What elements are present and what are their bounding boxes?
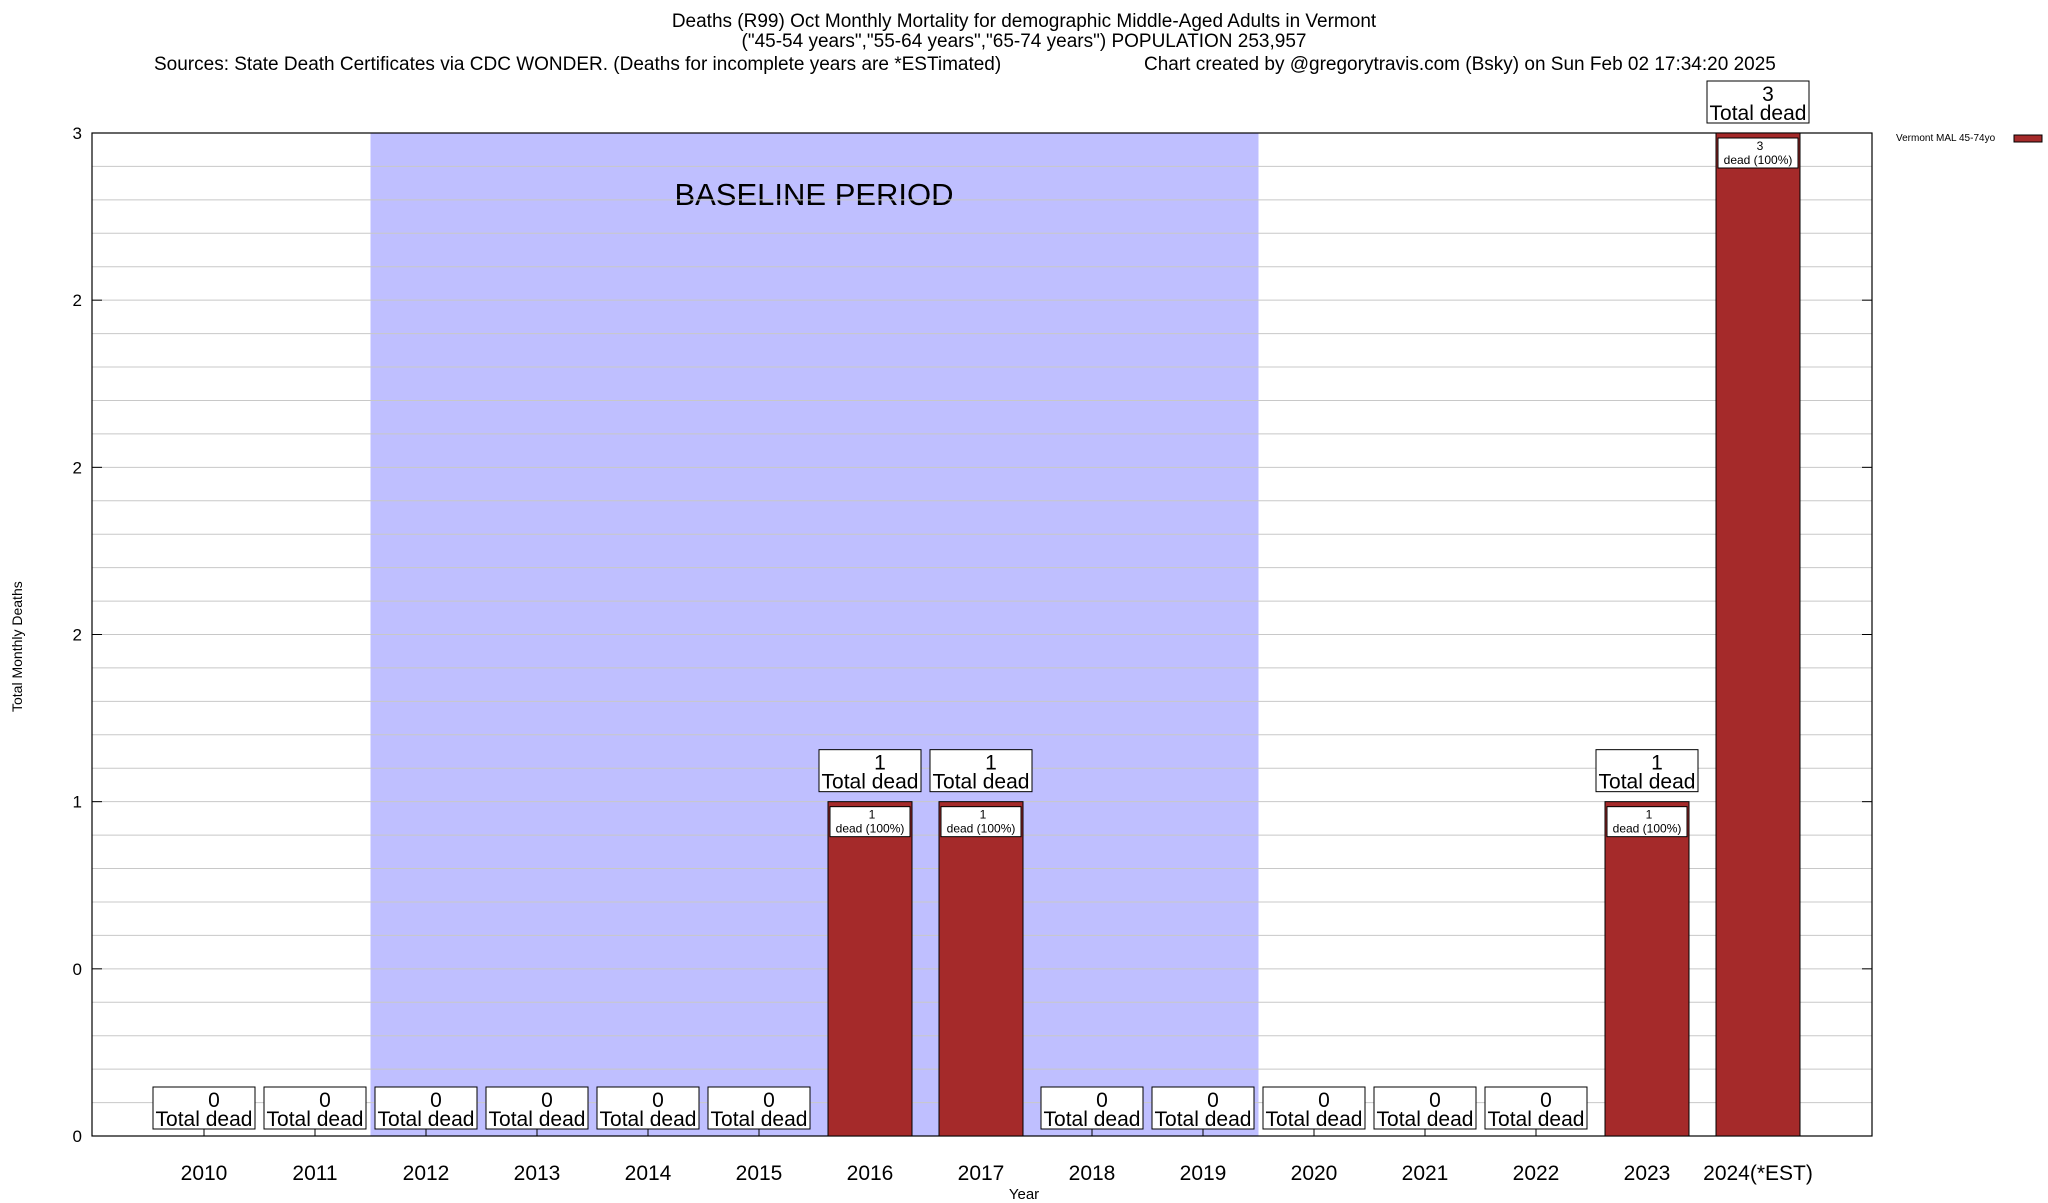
legend-swatch [2013,134,2043,143]
x-tick-label: 2018 [1069,1162,1116,1185]
total-label-count: 0 [1318,1089,1330,1112]
credit-text: Chart created by @gregorytravis.com (Bsk… [1144,54,1776,75]
total-label-box [1595,749,1699,793]
x-tick-label: 2012 [403,1162,450,1185]
title-line-1: Deaths (R99) Oct Monthly Mortality for d… [671,11,1377,32]
total-label-text: Total dead [1155,1108,1252,1131]
inner-label-text: dead (100%) [836,822,905,836]
total-label-text: Total dead [267,1108,364,1131]
total-label-count: 0 [1429,1089,1441,1112]
total-label-count: 0 [208,1089,220,1112]
y-tick-label: 1 [73,793,82,812]
x-tick-label: 2022 [1513,1162,1560,1185]
inner-label-box [1606,806,1688,838]
inner-label-count: 3 [1757,139,1764,153]
total-label-text: Total dead [1266,1108,1363,1131]
total-label-text: Total dead [1710,102,1807,125]
total-label-text: Total dead [489,1108,586,1131]
inner-label-box [940,806,1022,838]
sources-text: Sources: State Death Certificates via CD… [154,54,1002,75]
total-label-count: 0 [1540,1089,1552,1112]
total-label-box [1262,1086,1366,1130]
total-label-count: 0 [763,1089,775,1112]
inner-label-text: dead (100%) [1613,822,1682,836]
total-label-text: Total dead [933,771,1030,794]
x-tick-label: 2017 [958,1162,1005,1185]
total-label-count: 0 [430,1089,442,1112]
total-label-count: 0 [652,1089,664,1112]
y-tick-label: 2 [73,458,82,477]
total-label-text: Total dead [1377,1108,1474,1131]
total-label-box [152,1086,256,1130]
total-label-box [263,1086,367,1130]
total-label-box [1151,1086,1255,1130]
total-label-box [1484,1086,1588,1130]
total-label-box [1373,1086,1477,1130]
total-label-box [374,1086,478,1130]
total-label-text: Total dead [1488,1108,1585,1131]
chart-title: Deaths (R99) Oct Monthly Mortality for d… [0,12,2048,52]
total-label-count: 1 [1651,752,1663,775]
x-tick-label: 2014 [625,1162,672,1185]
legend-label: Vermont MAL 45-74yo [1896,133,1996,144]
total-label-count: 1 [874,752,886,775]
x-axis-label: Year [1008,1186,1040,1203]
total-label-text: Total dead [600,1108,697,1131]
total-label-box [929,749,1033,793]
total-label-count: 0 [541,1089,553,1112]
inner-label-box [829,806,911,838]
x-tick-label: 2023 [1624,1162,1671,1185]
x-tick-label: 2024(*EST) [1703,1162,1813,1185]
total-label-box [1040,1086,1144,1130]
x-tick-label: 2021 [1402,1162,1449,1185]
total-label-box [596,1086,700,1130]
baseline-period-label: BASELINE PERIOD [674,177,953,212]
total-label-count: 1 [985,752,997,775]
total-label-text: Total dead [822,771,919,794]
total-label-box [818,749,922,793]
y-tick-label: 0 [73,1127,82,1146]
bar-2024(*EST) [1715,132,1801,1137]
x-tick-label: 2016 [847,1162,894,1185]
y-tick-label: 2 [73,626,82,645]
total-label-count: 0 [319,1089,331,1112]
total-label-text: Total dead [1044,1108,1141,1131]
inner-label-count: 1 [980,808,987,822]
total-label-text: Total dead [156,1108,253,1131]
inner-label-count: 1 [869,808,876,822]
total-label-text: Total dead [1599,771,1696,794]
x-tick-label: 2010 [181,1162,228,1185]
y-tick-label: 3 [73,124,82,143]
x-tick-label: 2011 [292,1162,337,1185]
total-label-count: 3 [1762,83,1774,106]
total-label-count: 0 [1096,1089,1108,1112]
inner-label-text: dead (100%) [947,822,1016,836]
total-label-box [485,1086,589,1130]
x-tick-label: 2020 [1291,1162,1338,1185]
inner-label-text: dead (100%) [1724,153,1793,167]
x-tick-label: 2019 [1180,1162,1227,1185]
x-tick-label: 2015 [736,1162,783,1185]
inner-label-count: 1 [1646,808,1653,822]
total-label-text: Total dead [711,1108,808,1131]
bar-2023 [1604,801,1690,1137]
total-label-text: Total dead [378,1108,475,1131]
y-tick-label: 2 [73,291,82,310]
bar-2016 [827,801,913,1137]
x-tick-label: 2013 [514,1162,561,1185]
y-tick-label: 0 [73,960,82,979]
bar-2017 [938,801,1024,1137]
title-line-2: ("45-54 years","55-64 years","65-74 year… [741,31,1307,52]
total-label-box [707,1086,811,1130]
total-label-box [1706,80,1810,124]
total-label-count: 0 [1207,1089,1219,1112]
inner-label-box [1717,137,1799,169]
